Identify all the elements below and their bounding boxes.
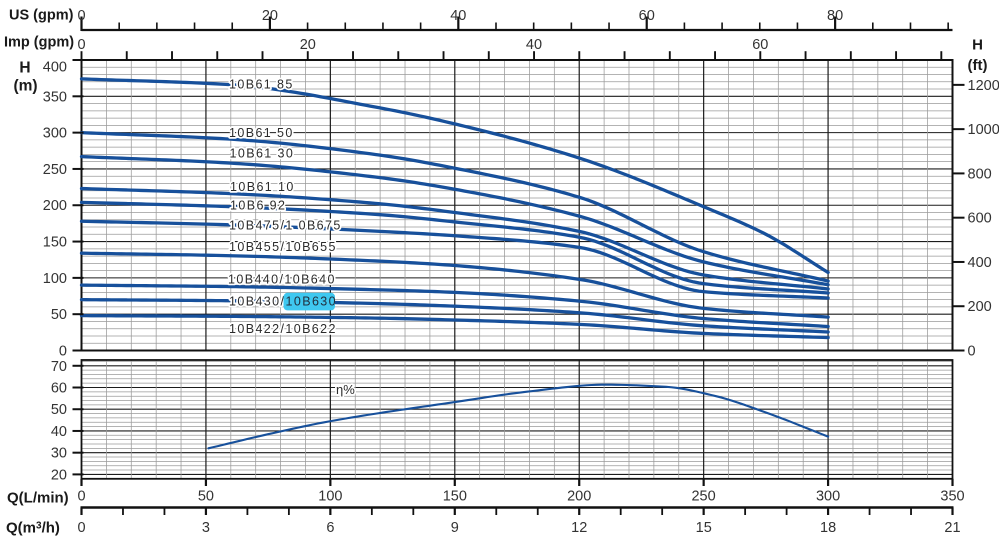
svg-text:40: 40: [526, 37, 542, 53]
svg-text:40: 40: [51, 424, 67, 440]
svg-text:30: 30: [51, 446, 67, 462]
svg-text:1200: 1200: [968, 78, 999, 94]
svg-text:9: 9: [451, 520, 459, 536]
svg-text:6: 6: [326, 520, 334, 536]
svg-text:350: 350: [43, 89, 67, 105]
svg-text:200: 200: [968, 299, 992, 315]
svg-text:60: 60: [752, 37, 768, 53]
svg-text:150: 150: [43, 235, 67, 251]
svg-text:10B630: 10B630: [286, 294, 338, 308]
svg-text:10B61 85: 10B61 85: [229, 77, 294, 91]
svg-text:Imp (gpm): Imp (gpm): [4, 35, 74, 51]
svg-text:40: 40: [450, 8, 466, 24]
svg-text:10B61 30: 10B61 30: [230, 147, 295, 161]
svg-text:3: 3: [202, 520, 210, 536]
svg-text:250: 250: [43, 162, 67, 178]
svg-text:10B422/10B622: 10B422/10B622: [229, 322, 337, 336]
svg-text:20: 20: [300, 37, 316, 53]
svg-text:10B61 10: 10B61 10: [230, 180, 295, 194]
svg-text:60: 60: [51, 381, 67, 397]
svg-text:15: 15: [696, 520, 712, 536]
svg-text:50: 50: [198, 489, 214, 505]
svg-text:0: 0: [77, 37, 85, 53]
svg-text:H: H: [972, 37, 983, 54]
svg-text:0: 0: [77, 8, 85, 24]
svg-text:Q(m3/h): Q(m3/h): [6, 520, 60, 537]
svg-text:10B455/10B655: 10B455/10B655: [229, 240, 337, 254]
svg-text:10B6 92: 10B6 92: [230, 198, 286, 212]
svg-text:0: 0: [968, 344, 976, 360]
svg-text:100: 100: [43, 271, 67, 287]
svg-text:21: 21: [944, 520, 960, 536]
svg-text:Q(L/min): Q(L/min): [7, 490, 69, 507]
svg-text:η%: η%: [336, 382, 355, 397]
svg-text:300: 300: [43, 126, 67, 142]
svg-text:80: 80: [827, 8, 843, 24]
svg-text:US (gpm): US (gpm): [9, 8, 74, 24]
svg-text:200: 200: [567, 489, 591, 505]
svg-text:250: 250: [691, 489, 715, 505]
svg-text:200: 200: [43, 198, 67, 214]
svg-text:400: 400: [43, 60, 67, 76]
svg-text:20: 20: [51, 467, 67, 483]
svg-text:H: H: [19, 60, 30, 77]
svg-text:10B430/: 10B430/: [229, 294, 285, 308]
svg-text:10B475/1 0B675: 10B475/1 0B675: [229, 219, 342, 233]
svg-text:400: 400: [968, 255, 992, 271]
svg-text:10B440/10B640: 10B440/10B640: [228, 272, 336, 286]
svg-text:300: 300: [816, 489, 840, 505]
svg-text:12: 12: [571, 520, 587, 536]
svg-text:70: 70: [51, 359, 67, 375]
svg-text:60: 60: [639, 8, 655, 24]
svg-text:600: 600: [968, 211, 992, 227]
svg-text:1000: 1000: [968, 122, 999, 138]
svg-text:100: 100: [318, 489, 342, 505]
svg-text:0: 0: [59, 344, 67, 360]
svg-text:10B61 50: 10B61 50: [229, 126, 294, 140]
svg-text:50: 50: [51, 307, 67, 323]
svg-text:0: 0: [77, 489, 85, 505]
svg-text:0: 0: [77, 520, 85, 536]
svg-text:(ft): (ft): [968, 57, 988, 74]
svg-text:(m): (m): [13, 78, 37, 95]
svg-text:18: 18: [820, 520, 836, 536]
svg-text:150: 150: [443, 489, 467, 505]
svg-text:20: 20: [262, 8, 278, 24]
svg-text:50: 50: [51, 402, 67, 418]
svg-text:350: 350: [940, 489, 964, 505]
svg-text:800: 800: [968, 166, 992, 182]
